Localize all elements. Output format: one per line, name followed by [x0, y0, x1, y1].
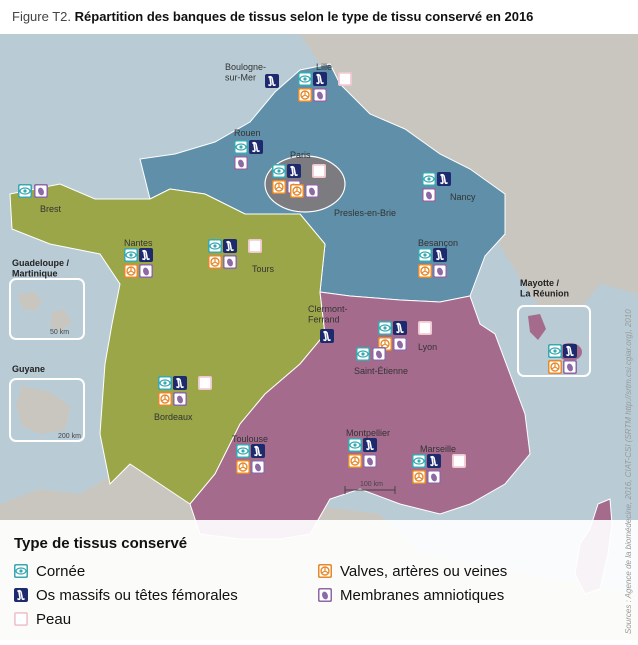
france-map: 100 km 50 km 200 km Boulogne-sur-Mer Lil…	[0, 34, 638, 640]
city-nancy: Nancy	[450, 192, 476, 202]
city-lille: Lille	[316, 62, 332, 72]
figure-label: Figure T2.	[12, 9, 72, 24]
city-bordeaux: Bordeaux	[154, 412, 193, 422]
city-labels: Boulogne-sur-Mer Lille Rouen Paris Presl…	[40, 62, 476, 454]
legend-title: Type de tissus conservé	[14, 535, 187, 552]
svg-text:Peau: Peau	[36, 611, 71, 628]
city-rouen: Rouen	[234, 128, 261, 138]
territory-guyane: Guyane	[12, 364, 45, 374]
figure-title-text: Répartition des banques de tissus selon …	[74, 9, 534, 24]
legend-panel	[0, 520, 638, 640]
region-south	[189, 291, 531, 540]
territory-mayotte: Mayotte / La Réunion	[520, 278, 569, 298]
city-saint-etienne: Saint-Étienne	[354, 366, 408, 376]
membrane-icon	[318, 588, 332, 602]
legend-item-membranes: Membranes amniotiques	[318, 587, 504, 604]
city-tours: Tours	[252, 264, 275, 274]
figure-title: Figure T2. Répartition des banques de ti…	[12, 9, 533, 24]
city-presles: Presles-en-Brie	[334, 208, 396, 218]
svg-text:Guadeloupe /Martinique: Guadeloupe / Martinique	[12, 258, 70, 278]
city-lyon: Lyon	[418, 342, 437, 352]
legend-item-skin: Peau	[14, 611, 71, 628]
city-paris: Paris	[290, 150, 311, 160]
city-clermont: Clermont-Ferrand	[308, 304, 348, 324]
legend-item-valves: Valves, artères ou veines	[317, 563, 507, 580]
eye-icon	[13, 563, 29, 579]
city-boulogne: Boulogne-sur-Mer	[225, 62, 266, 82]
svg-text:Cornée: Cornée	[36, 563, 85, 580]
city-marseille: Marseille	[420, 444, 456, 454]
svg-text:Valves, artères ou veines: Valves, artères ou veines	[340, 563, 507, 580]
city-besancon: Besançon	[418, 238, 458, 248]
city-brest: Brest	[40, 204, 62, 214]
svg-text:Membranes amniotiques: Membranes amniotiques	[340, 587, 504, 604]
bank-clermont	[319, 328, 335, 344]
bank-boulogne	[264, 73, 280, 89]
inset-guadeloupe	[9, 278, 85, 340]
svg-text:Os massifs ou têtes fémorales: Os massifs ou têtes fémorales	[36, 587, 238, 604]
scale-main-label: 100 km	[360, 481, 383, 488]
scale-main: 100 km	[344, 481, 396, 494]
svg-text:Mayotte /La Réunion: Mayotte / La Réunion	[520, 278, 569, 298]
skin-icon	[14, 612, 28, 626]
scale-guadeloupe-label: 50 km	[50, 329, 69, 336]
legend-item-cornea: Cornée	[13, 563, 85, 580]
svg-text:Boulogne-sur-Mer: Boulogne-sur-Mer	[225, 62, 266, 82]
valve-icon	[317, 563, 333, 579]
scale-guyane-label: 200 km	[58, 433, 81, 440]
map-frame: 100 km 50 km 200 km Boulogne-sur-Mer Lil…	[0, 34, 638, 640]
svg-text:Clermont-Ferrand: Clermont-Ferrand	[308, 304, 348, 324]
city-montpellier: Montpellier	[346, 428, 390, 438]
legend-item-bone: Os massifs ou têtes fémorales	[13, 587, 238, 604]
city-toulouse: Toulouse	[232, 434, 268, 444]
territory-guadeloupe: Guadeloupe / Martinique	[12, 258, 70, 278]
inset-guyane	[9, 378, 85, 442]
city-nantes: Nantes	[124, 238, 153, 248]
bone-icon	[13, 587, 29, 603]
source-credit: Sources : Agence de la biomédecine, 2016…	[624, 309, 633, 634]
